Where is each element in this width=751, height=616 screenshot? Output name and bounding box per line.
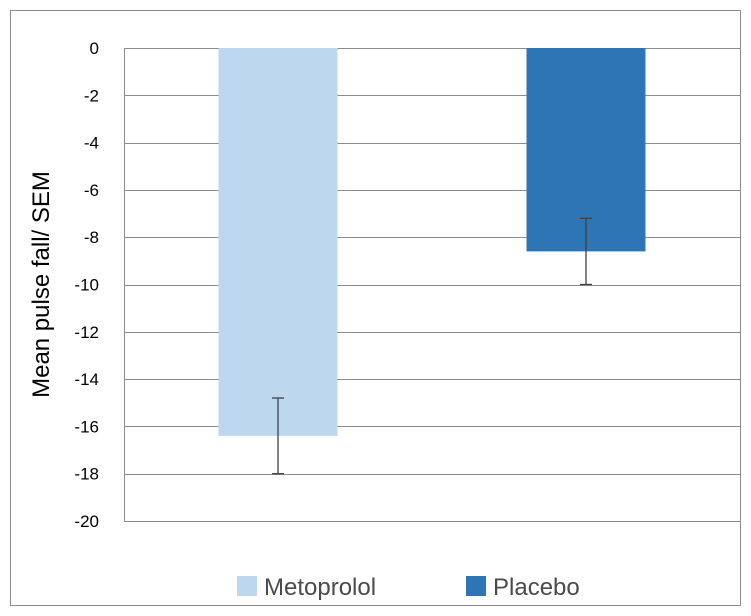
- legend: Metoprolol Placebo: [237, 574, 580, 601]
- y-tick-label: -18: [74, 465, 99, 484]
- y-tick-label: -14: [74, 370, 99, 389]
- legend-label-placebo: Placebo: [493, 574, 580, 601]
- error-bars: [272, 217, 592, 475]
- legend-swatch-placebo: [466, 576, 486, 596]
- bar-metoprolol: [218, 48, 338, 436]
- y-tick-label: -20: [74, 512, 99, 531]
- y-tick-labels: 0 -2 -4 -6 -8 -10 -12 -14 -16 -18 -20: [74, 39, 99, 531]
- y-tick-label: -16: [74, 417, 99, 436]
- chart-frame: 0 -2 -4 -6 -8 -10 -12 -14 -16 -18 -20 Mean pulse f…: [10, 10, 741, 606]
- y-tick-label: -4: [84, 134, 99, 153]
- y-tick-label: -2: [84, 86, 99, 105]
- y-tick-label: -6: [84, 181, 99, 200]
- legend-swatch-metoprolol: [237, 576, 257, 596]
- legend-label-metoprolol: Metoprolol: [264, 574, 376, 601]
- y-tick-label: 0: [90, 39, 99, 58]
- y-axis-title: Mean pulse fall/ SEM: [28, 171, 55, 398]
- y-tick-label: -8: [84, 228, 99, 247]
- gridlines: [124, 48, 740, 522]
- y-tick-label: -10: [74, 276, 99, 295]
- y-tick-label: -12: [74, 323, 99, 342]
- bar-chart: 0 -2 -4 -6 -8 -10 -12 -14 -16 -18 -20 Mean pulse f…: [28, 39, 740, 601]
- bars: [218, 48, 646, 436]
- bar-placebo: [526, 48, 646, 252]
